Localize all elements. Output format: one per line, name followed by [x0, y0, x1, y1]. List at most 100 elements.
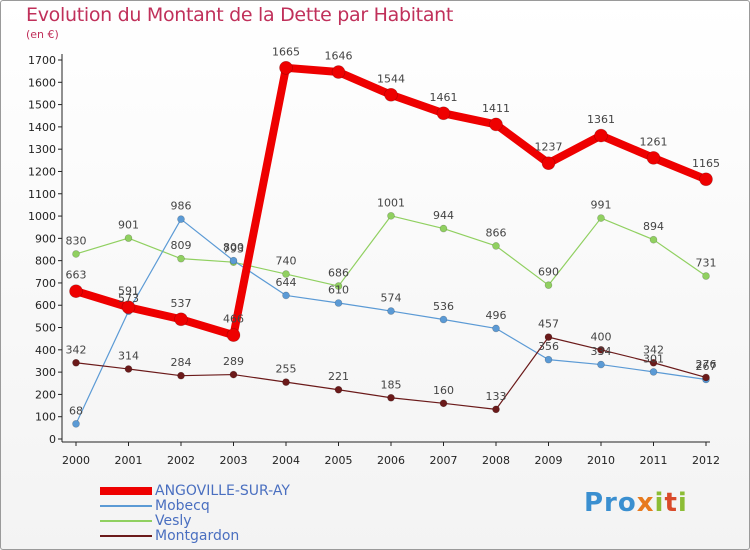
data-label-vesly: 894 [643, 220, 664, 233]
y-tick-label: 200 [35, 388, 56, 401]
data-point-angoville-sur-ay [226, 328, 241, 342]
y-tick-label: 1700 [28, 54, 56, 67]
data-label-montgardon: 221 [328, 370, 349, 383]
data-point-angoville-sur-ay [594, 128, 608, 143]
x-tick-label: 2010 [587, 454, 615, 467]
data-label-vesly: 731 [696, 257, 717, 270]
data-point-vesly [72, 250, 80, 258]
x-tick-label: 2009 [535, 454, 563, 467]
data-point-montgardon [282, 378, 290, 386]
data-label-vesly: 866 [486, 226, 507, 239]
y-tick-label: 1100 [28, 188, 56, 201]
data-point-vesly [649, 235, 658, 244]
chart-title: Evolution du Montant de la Dette par Hab… [26, 4, 454, 26]
data-point-mobecq [282, 291, 290, 300]
data-label-mobecq: 334 [591, 345, 612, 358]
data-label-montgardon: 276 [696, 358, 717, 371]
y-tick-label: 1000 [28, 210, 56, 223]
data-point-angoville-sur-ay [489, 117, 503, 132]
data-point-angoville-sur-ay [699, 172, 713, 187]
y-tick-label: 1500 [28, 99, 56, 112]
data-label-angoville-sur-ay: 1461 [430, 91, 458, 104]
data-label-montgardon: 400 [591, 330, 612, 343]
data-label-angoville-sur-ay: 663 [66, 269, 87, 282]
data-point-vesly [177, 254, 185, 263]
data-point-mobecq [72, 420, 80, 428]
y-tick-label: 1200 [28, 165, 56, 178]
data-label-vesly: 740 [276, 255, 297, 268]
data-label-montgardon: 255 [276, 363, 297, 376]
data-point-vesly [597, 214, 605, 222]
data-point-angoville-sur-ay [541, 156, 556, 171]
y-tick-label: 900 [35, 232, 56, 245]
data-label-angoville-sur-ay: 1237 [535, 141, 563, 154]
data-label-montgardon: 342 [66, 343, 87, 356]
data-label-vesly: 690 [538, 266, 559, 279]
data-label-montgardon: 342 [643, 343, 664, 356]
y-tick-label: 1300 [28, 143, 56, 156]
data-point-montgardon [177, 371, 185, 380]
data-label-mobecq: 68 [69, 404, 83, 417]
legend-swatch [100, 487, 152, 495]
data-point-montgardon [334, 385, 343, 394]
y-tick-label: 500 [35, 322, 56, 335]
data-point-montgardon [544, 333, 553, 341]
data-point-mobecq [649, 368, 658, 376]
data-point-vesly [387, 212, 395, 220]
data-point-mobecq [597, 360, 605, 369]
data-label-angoville-sur-ay: 1646 [325, 50, 353, 63]
data-label-angoville-sur-ay: 537 [171, 297, 192, 310]
data-point-vesly [492, 242, 500, 250]
y-tick-label: 100 [35, 411, 56, 424]
data-point-angoville-sur-ay [121, 300, 136, 315]
series-lines [69, 61, 713, 428]
x-tick-label: 2004 [272, 454, 300, 467]
y-tick-label: 400 [35, 344, 56, 357]
data-label-mobecq: 267 [696, 360, 717, 373]
data-label-montgardon: 160 [433, 384, 454, 397]
data-point-montgardon [649, 358, 658, 367]
y-tick-label: 0 [49, 433, 56, 446]
data-label-montgardon: 314 [118, 349, 139, 362]
x-tick-label: 2002 [167, 454, 195, 467]
data-point-montgardon [492, 405, 500, 414]
data-label-angoville-sur-ay: 1165 [692, 157, 720, 170]
x-tick-label: 2007 [430, 454, 458, 467]
data-label-mobecq: 301 [643, 352, 664, 365]
x-tick-label: 2008 [482, 454, 510, 467]
data-point-angoville-sur-ay [279, 61, 293, 75]
y-tick-label: 700 [35, 277, 56, 290]
data-label-vesly: 793 [223, 243, 244, 256]
data-label-angoville-sur-ay: 591 [118, 285, 139, 298]
data-label-vesly: 901 [118, 219, 139, 232]
data-point-montgardon [124, 365, 133, 373]
chart-subtitle: (en €) [26, 28, 59, 41]
data-point-mobecq [229, 256, 238, 265]
data-label-vesly: 991 [591, 199, 612, 212]
y-tick-label: 300 [35, 366, 56, 379]
data-point-angoville-sur-ay [69, 284, 83, 298]
data-point-vesly [544, 281, 553, 289]
x-tick-label: 2001 [115, 454, 143, 467]
data-label-mobecq: 496 [486, 309, 507, 322]
data-label-mobecq: 986 [171, 200, 192, 213]
legend-swatch [100, 505, 152, 507]
data-label-mobecq: 356 [538, 340, 559, 353]
legend-label: Vesly [155, 513, 192, 529]
data-label-vesly: 944 [433, 209, 454, 222]
data-point-vesly [334, 282, 343, 290]
legend-swatch [100, 520, 152, 522]
data-labels: 830 901 809 793 740 686 1001 944 866 690 991 894 731… [66, 45, 721, 417]
data-point-angoville-sur-ay [174, 312, 188, 327]
data-point-vesly [282, 270, 290, 278]
data-label-vesly: 809 [171, 239, 192, 252]
data-label-angoville-sur-ay: 1411 [482, 102, 510, 115]
line-chart: 0 100 200 300 400 500 600 700 800 900 1000 1100 1200… [28, 45, 721, 467]
data-label-montgardon: 457 [538, 318, 559, 331]
data-point-mobecq [439, 315, 448, 324]
data-label-vesly: 830 [66, 234, 87, 247]
data-label-vesly: 1001 [377, 196, 405, 209]
data-point-angoville-sur-ay [384, 87, 398, 102]
data-label-angoville-sur-ay: 1544 [377, 72, 405, 85]
data-point-montgardon [597, 346, 605, 354]
